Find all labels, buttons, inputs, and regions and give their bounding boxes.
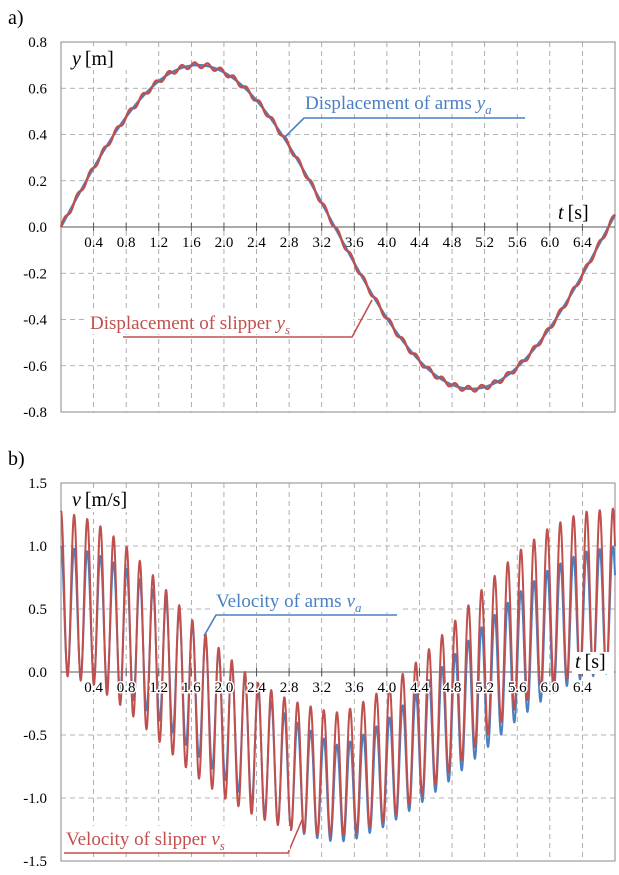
panel-a: a) -0.8 -0.6 -0.4 -0.2 0.0 0.2 0.4 0.6 0.8 0.4 0.…	[8, 7, 617, 421]
x-tick-label: 4.8	[443, 235, 462, 251]
x-tick-label: 6.4	[573, 680, 592, 696]
panel-b-xlabel-bg	[572, 652, 614, 674]
annotation-velocity-slipper: Velocity of slipper vs	[66, 829, 225, 853]
panel-a-xlabel: t [s]	[558, 202, 589, 224]
panel-a-label: a)	[8, 7, 24, 29]
y-tick-label: 0.2	[28, 174, 47, 190]
x-tick-label: 2.4	[247, 680, 266, 696]
y-tick-label: -0.6	[23, 359, 47, 375]
annotation-velocity-slipper-leader	[64, 819, 303, 854]
x-tick-label: 1.2	[149, 680, 168, 696]
y-tick-label: 0.5	[28, 602, 47, 618]
x-tick-label: 4.0	[378, 235, 397, 251]
x-tick-label: 5.2	[475, 235, 494, 251]
x-tick-label: 2.8	[280, 680, 299, 696]
annotation-velocity-arms: Velocity of arms va	[216, 591, 362, 615]
y-tick-label: 0.4	[28, 128, 47, 144]
x-tick-label: 1.6	[182, 235, 201, 251]
annotation-slipper-leader	[123, 299, 373, 338]
x-tick-label: 0.8	[117, 680, 136, 696]
series-line-velocity-of-slipper	[60, 507, 616, 837]
x-tick-label: 3.2	[312, 235, 331, 251]
x-tick-label: 6.4	[573, 235, 592, 251]
x-tick-label: 4.4	[410, 235, 429, 251]
annotation-velocity-slipper-bg	[64, 826, 290, 850]
x-tick-label: 2.0	[215, 680, 234, 696]
x-tick-label: 5.6	[508, 680, 527, 696]
panel-a-ylabel: y [m]	[70, 48, 114, 70]
annotation-velocity-arms-leader	[203, 614, 397, 637]
x-tick-label: 1.2	[149, 235, 168, 251]
x-tick-label: 1.6	[182, 680, 201, 696]
panel-b-label: b)	[8, 448, 25, 470]
x-tick-label: 2.0	[215, 235, 234, 251]
x-tick-label: 6.0	[540, 235, 559, 251]
x-tick-label: 2.8	[280, 235, 299, 251]
panel-b-xlabel: t [s]	[575, 651, 606, 673]
x-tick-label: 4.8	[443, 680, 462, 696]
x-tick-label: 3.6	[345, 235, 364, 251]
y-tick-label: -0.5	[23, 728, 47, 744]
y-tick-label: 0.8	[28, 35, 47, 51]
annotation-arms-bg	[303, 90, 528, 114]
panel-a-ylabel-bg	[68, 46, 128, 70]
x-tick-label: 0.4	[84, 680, 103, 696]
y-tick-label: -1.0	[23, 791, 47, 807]
y-tick-label: -0.8	[23, 405, 47, 421]
y-tick-label: 1.0	[28, 539, 47, 555]
y-tick-label: 0.6	[28, 81, 47, 97]
y-tick-label: 1.5	[28, 476, 47, 492]
y-tick-label: 0.0	[28, 220, 47, 236]
y-tick-label: 0.0	[28, 665, 47, 681]
x-tick-label: 5.2	[475, 680, 494, 696]
annotation-slipper-bg	[88, 310, 353, 334]
x-tick-label: 4.4	[410, 680, 429, 696]
x-tick-label: 0.4	[84, 235, 103, 251]
annotation-arms-leader	[284, 117, 525, 138]
annotation-displacement-slipper: Displacement of slipper ys	[90, 313, 290, 337]
annotation-displacement-arms: Displacement of arms ya	[305, 93, 492, 117]
panel-a-xlabel-bg	[554, 202, 602, 224]
annotation-velocity-arms-bg	[214, 588, 400, 612]
x-tick-label: 2.4	[247, 235, 266, 251]
y-tick-label: -1.5	[23, 854, 47, 870]
x-tick-label: 4.0	[378, 680, 397, 696]
y-tick-label: -0.2	[23, 266, 47, 282]
x-tick-label: 3.6	[345, 680, 364, 696]
x-tick-label: 5.6	[508, 235, 527, 251]
x-tick-label: 0.8	[117, 235, 136, 251]
x-tick-label: 3.2	[312, 680, 331, 696]
y-tick-label: -0.4	[23, 313, 47, 329]
panel-b-ylabel: v [m/s]	[72, 489, 127, 511]
series-line-displacement-of-slipper	[59, 61, 616, 393]
panel-b-ylabel-bg	[68, 488, 144, 512]
x-tick-label: 6.0	[540, 680, 559, 696]
panel-b: b) -1.5 -1.0 -0.5 0.0 0.5 1.0 1.5 0.4 0.8 1.2 1.6…	[8, 448, 616, 870]
